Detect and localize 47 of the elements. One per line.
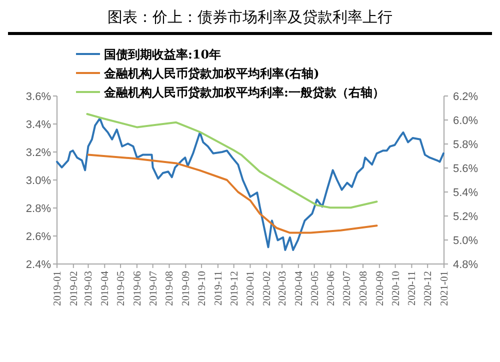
x-tick-label: 2020-04 [294, 270, 305, 306]
chart-title: 图表：价上：债券市场利率及贷款利率上行 [108, 8, 392, 26]
y2-tick-label: 5.4% [453, 187, 478, 199]
x-tick-label: 2021-01 [440, 271, 450, 306]
y-tick-label: 3.2% [26, 147, 52, 159]
x-tick-label: 2020-01 [246, 271, 257, 306]
y2-tick-label: 6.2% [453, 91, 478, 103]
x-tick-label: 2020-07 [342, 271, 354, 306]
x-tick-label: 2020-08 [358, 271, 370, 306]
x-tick-label: 2019-12 [229, 271, 240, 306]
y2-tick-label: 5.2% [453, 211, 478, 223]
x-tick-label: 2019-07 [148, 271, 160, 306]
y2-tick-label: 5.6% [453, 163, 478, 175]
x-tick-label: 2019-08 [164, 271, 176, 306]
y-tick-label: 2.8% [26, 203, 52, 215]
x-tick-label: 2020-09 [374, 271, 386, 306]
line-series [56, 117, 444, 251]
y-tick-label: 3.6% [26, 91, 52, 103]
x-tick-label: 2020-03 [278, 271, 288, 306]
legend-label: 金融机构人民币贷款加权平均利率(右轴) [103, 66, 320, 80]
x-tick-label: 2019-10 [197, 271, 208, 306]
line-series [87, 154, 378, 234]
x-tick-label: 2020-10 [390, 271, 402, 306]
y2-tick-label: 6.0% [453, 115, 478, 127]
legend-label: 国债到期收益率:10年 [104, 48, 222, 62]
x-tick-label: 2019-05 [116, 271, 128, 306]
x-tick-label: 2020-11 [407, 271, 418, 306]
y2-tick-label: 5.0% [453, 235, 478, 247]
y-tick-label: 2.4% [26, 259, 52, 271]
x-tick-label: 2019-03 [84, 271, 95, 306]
x-tick-label: 2020-12 [423, 271, 434, 306]
legend-label: 金融机构人民币贷款加权平均利率:一般贷款（右轴） [103, 86, 384, 100]
y-tick-label: 3.4% [26, 119, 52, 131]
x-tick-label: 2019-04 [100, 270, 112, 306]
y-tick-label: 2.6% [26, 231, 52, 243]
x-tick-label: 2020-06 [326, 271, 338, 306]
line-series [86, 113, 378, 209]
y2-tick-label: 4.8% [453, 259, 478, 271]
x-tick-label: 2020-05 [310, 271, 321, 306]
x-tick-label: 2020-02 [262, 271, 274, 306]
y-tick-label: 3.0% [26, 175, 52, 187]
x-tick-label: 2019-02 [68, 271, 80, 306]
x-tick-label: 2019-01 [52, 271, 64, 306]
x-tick-label: 2019-09 [181, 271, 192, 306]
x-tick-label: 2019-11 [213, 271, 224, 306]
y2-tick-label: 5.8% [453, 139, 478, 151]
x-tick-label: 2019-06 [132, 271, 144, 306]
